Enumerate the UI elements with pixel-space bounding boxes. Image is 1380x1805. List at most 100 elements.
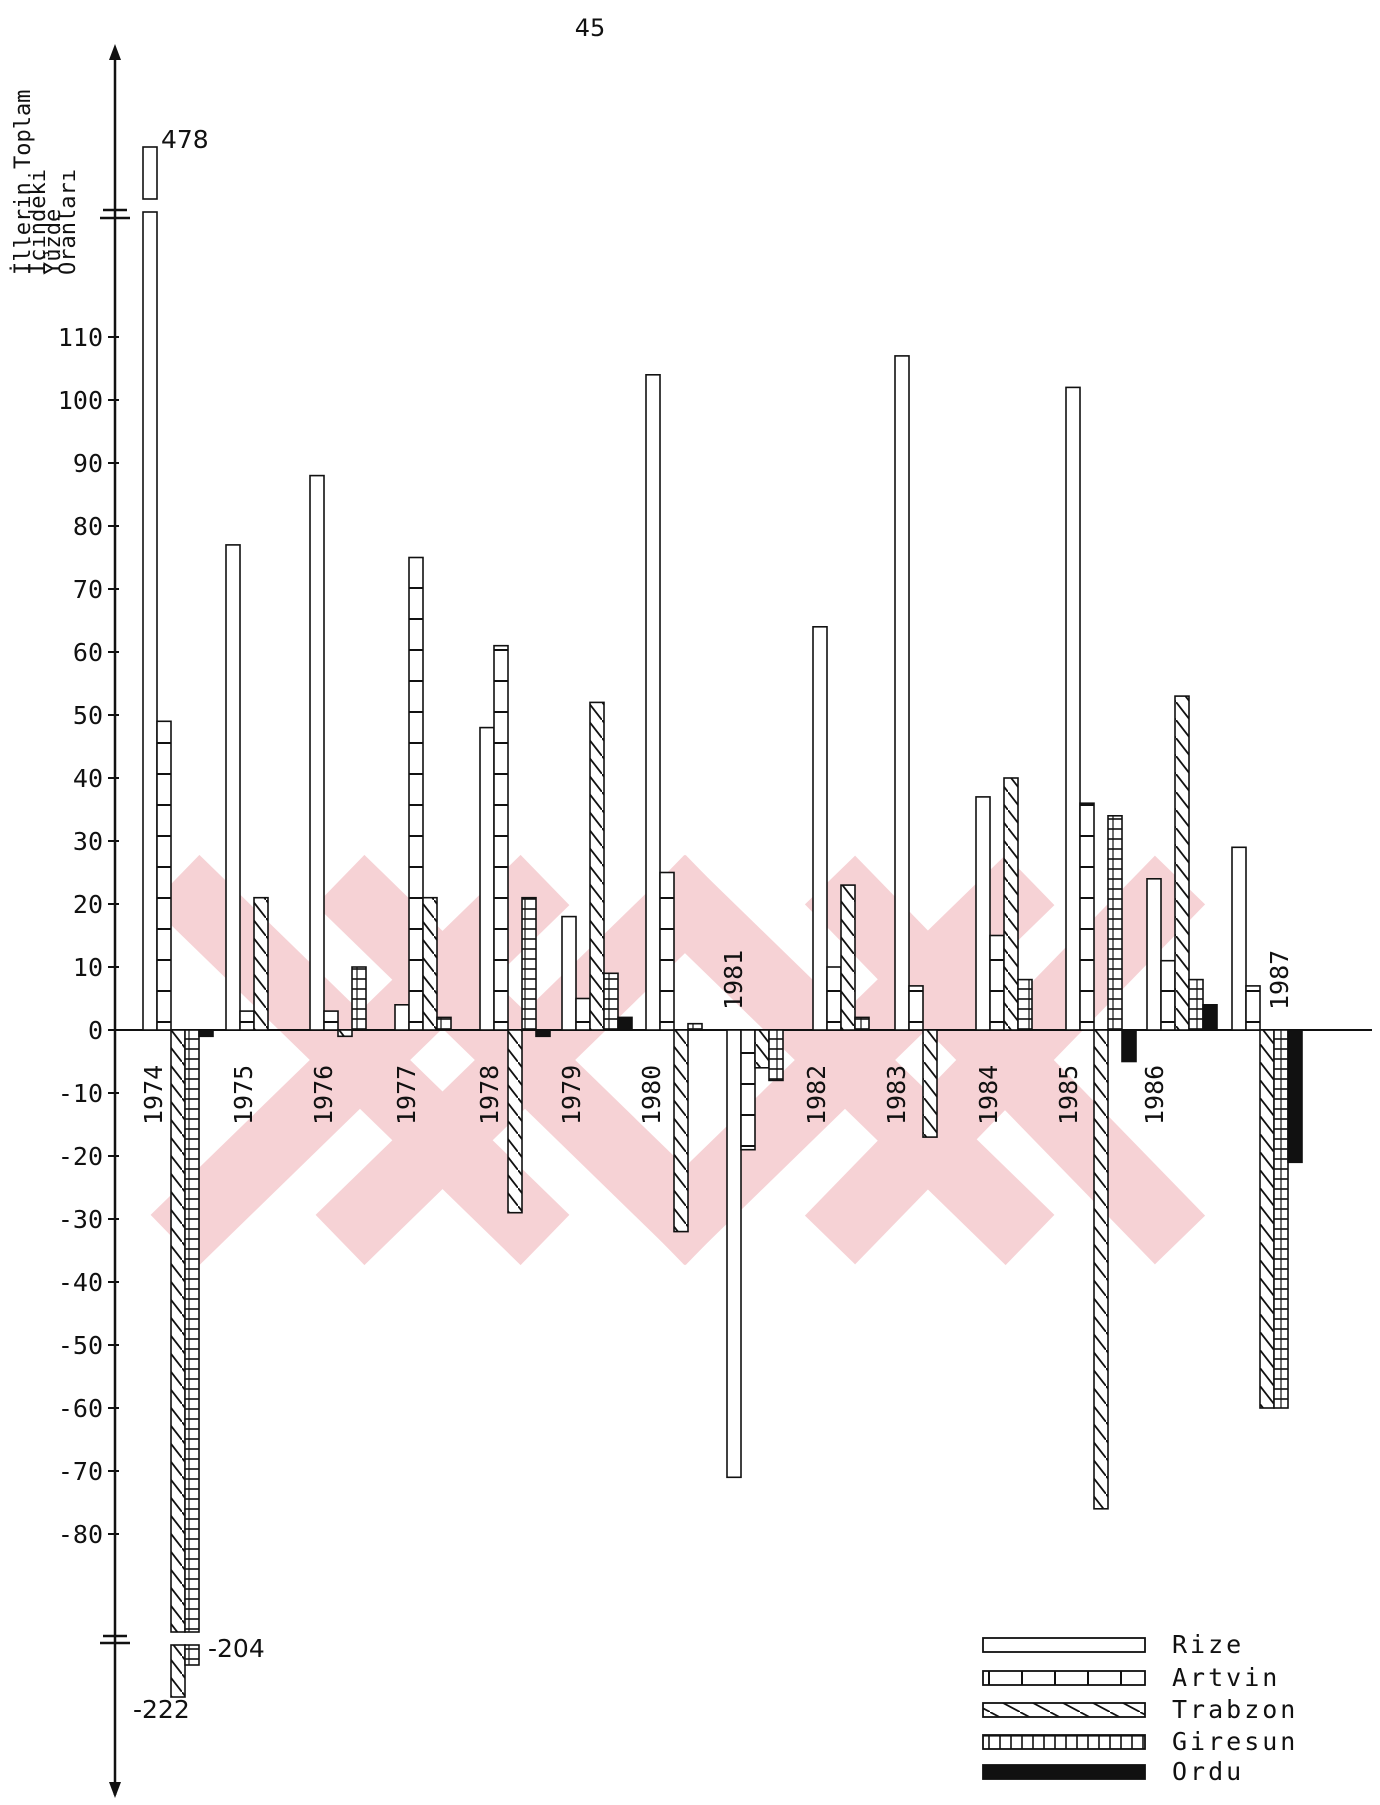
- y-tick-label: 70: [73, 575, 103, 604]
- bar-giresun-1984: [1017, 978, 1033, 1031]
- y-tick-label: 50: [73, 701, 103, 730]
- bar-rize-1981: [726, 1029, 742, 1479]
- bar-rize-1976: [309, 474, 325, 1031]
- bar-giresun-1980: [687, 1022, 703, 1031]
- bar-trabzon-1977: [422, 896, 438, 1031]
- bar-ordu-1987: [1287, 1029, 1303, 1164]
- y-tick-label: 10: [73, 953, 103, 982]
- y-axis-label-line: İllerin Toplam: [10, 90, 36, 275]
- category-label-1982: 1982: [802, 1065, 831, 1125]
- bar-artvin-1976: [323, 1010, 339, 1031]
- bar-ordu-1986: [1202, 1003, 1218, 1031]
- bar-rize-1978: [479, 726, 495, 1031]
- category-labels: 1974 1975 1976 1977 1978 1979 1980 1981 1982 1983…: [139, 950, 1294, 1125]
- bar-group-1986: [1146, 695, 1218, 1031]
- bar-artvin-1979: [575, 997, 591, 1031]
- bar-trabzon-1984: [1003, 777, 1019, 1031]
- legend-label-ordu: Ordu: [1172, 1757, 1244, 1786]
- y-tick-label: 80: [73, 512, 103, 541]
- bar-trabzon-1981: [754, 1029, 770, 1069]
- watermark-stroke-5: [635, 854, 1055, 1266]
- bar-trabzon-1975: [253, 896, 269, 1031]
- legend-swatch-trabzon: [982, 1702, 1146, 1718]
- y-axis-arrow-up: [109, 44, 121, 60]
- y-tick-label: 20: [73, 890, 103, 919]
- bar-rize-1974: [142, 211, 158, 1031]
- bar-group-1974: [142, 146, 214, 1698]
- legend-label-artvin: Artvin: [1172, 1663, 1280, 1692]
- y-tick-label: 110: [58, 323, 103, 352]
- bar-giresun-1981: [768, 1029, 784, 1082]
- bar-ordu-1979: [617, 1016, 633, 1031]
- bar-artvin-1974: [156, 720, 172, 1031]
- y-tick-label: -40: [58, 1268, 103, 1297]
- category-label-1981: 1981: [719, 950, 748, 1010]
- bars: [142, 146, 1303, 1698]
- legend-item-giresun: Giresun: [982, 1727, 1298, 1756]
- bar-giresun-1982: [854, 1016, 870, 1031]
- bar-trabzon-1976: [337, 1029, 353, 1038]
- y-axis-label-line: Oranları: [56, 169, 81, 275]
- bar-artvin-1985: [1079, 802, 1095, 1031]
- bar-group-1987: [1231, 846, 1303, 1409]
- y-tick-label: -10: [58, 1079, 103, 1108]
- bar-trabzon-1983: [922, 1029, 938, 1138]
- legend-swatch-ordu: [982, 1764, 1146, 1780]
- bar-group-1977: [394, 556, 452, 1031]
- y-tick-label: -50: [58, 1331, 103, 1360]
- category-label-1977: 1977: [392, 1065, 421, 1125]
- y-tick-label: 0: [88, 1016, 103, 1045]
- annotation-bottom-value-1: -204: [208, 1634, 265, 1663]
- bar-group-1984: [975, 777, 1033, 1031]
- y-axis-label-line: Yüzde: [41, 209, 66, 275]
- y-tick-label: 100: [58, 386, 103, 415]
- bar-rize-1975: [225, 544, 241, 1031]
- bar-artvin-1982: [826, 966, 842, 1031]
- legend-item-artvin: Artvin: [982, 1663, 1280, 1692]
- legend-item-trabzon: Trabzon: [982, 1695, 1295, 1724]
- bar-group-1976: [309, 474, 367, 1038]
- bar-group-1979: [561, 701, 633, 1031]
- bar-giresun-1976: [351, 966, 367, 1031]
- category-label-1986: 1986: [1140, 1065, 1169, 1125]
- legend-item-ordu: Ordu: [982, 1757, 1244, 1786]
- bar-artvin-1987: [1245, 985, 1261, 1031]
- bar-group-1982: [812, 625, 870, 1031]
- bar-artvin-1978: [493, 644, 509, 1031]
- category-label-1979: 1979: [557, 1065, 586, 1125]
- bar-artvin-1975: [239, 1010, 255, 1031]
- category-label-1987: 1987: [1265, 950, 1294, 1010]
- bar-giresun-1985: [1107, 814, 1123, 1031]
- bar-ordu-1985: [1121, 1029, 1137, 1063]
- y-axis-arrow-down: [109, 1782, 121, 1798]
- legend-item-rize: Rize: [982, 1630, 1244, 1659]
- y-tick-label: 30: [73, 827, 103, 856]
- category-label-1975: 1975: [229, 1065, 258, 1125]
- bar-artvin-1986: [1160, 959, 1176, 1031]
- legend-label-rize: Rize: [1172, 1630, 1244, 1659]
- bar-ordu-1974: [198, 1029, 214, 1038]
- category-label-1984: 1984: [974, 1065, 1003, 1125]
- y-axis-label-line: İçindeki: [25, 169, 51, 275]
- y-tick-label: -60: [58, 1394, 103, 1423]
- y-tick-label: 40: [73, 764, 103, 793]
- bar-group-1983: [894, 355, 938, 1138]
- category-label-1976: 1976: [309, 1065, 338, 1125]
- y-axis-ticks: 1101009080706050403020100-10-20-30-40-50…: [58, 323, 119, 1549]
- bar-ordu-1978: [535, 1029, 551, 1038]
- bar-artvin-1981: [740, 1029, 756, 1151]
- bar-giresun-1977: [436, 1016, 452, 1031]
- bar-trabzon-1974: [170, 1029, 186, 1633]
- category-label-1983: 1983: [882, 1065, 911, 1125]
- bar-rize-1977: [394, 1003, 410, 1031]
- legend-label-giresun: Giresun: [1172, 1727, 1298, 1756]
- y-tick-label: 60: [73, 638, 103, 667]
- category-label-1974: 1974: [139, 1065, 168, 1125]
- bar-rize-1974-cap: [142, 146, 158, 200]
- legend-swatch-rize: [982, 1637, 1146, 1653]
- bar-rize-1984: [975, 796, 991, 1031]
- annotation-bottom-value-2: -222: [133, 1695, 190, 1724]
- y-tick-label: -20: [58, 1142, 103, 1171]
